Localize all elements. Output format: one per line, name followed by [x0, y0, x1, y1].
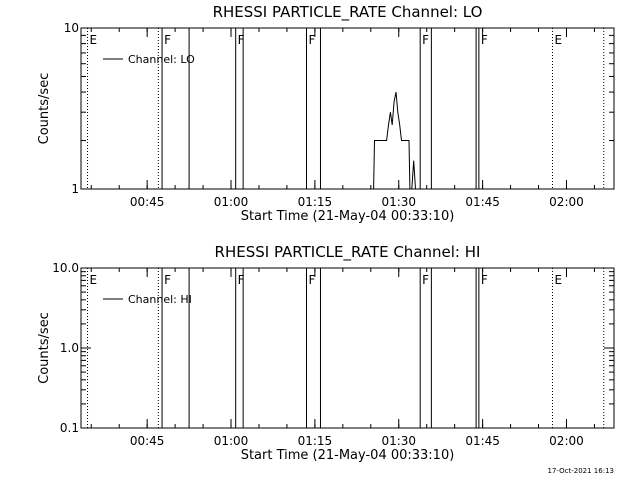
y-tick-label: 10: [64, 21, 79, 35]
flag-label: E: [90, 33, 98, 47]
flag-label: F: [481, 273, 488, 287]
y-tick-label: 10.0: [52, 261, 79, 275]
x-tick-label: 00:45: [130, 195, 165, 209]
flag-label: E: [555, 33, 563, 47]
y-tick-label: 0.1: [60, 421, 79, 435]
flag-label: F: [164, 273, 171, 287]
flag-label: F: [238, 273, 245, 287]
flag-label: F: [238, 33, 245, 47]
legend-label: Channel: LO: [128, 53, 195, 66]
panel-lo: RHESSI PARTICLE_RATE Channel: LO 1 10 Count…: [37, 3, 615, 224]
flag-label: E: [90, 273, 98, 287]
x-tick-label: 01:45: [465, 434, 500, 448]
plot-frame: [80, 267, 615, 429]
flag-label: E: [555, 273, 563, 287]
chart-title: RHESSI PARTICLE_RATE Channel: LO: [213, 3, 483, 22]
x-tick-label: 01:15: [298, 195, 333, 209]
x-tick-label: 01:30: [381, 434, 416, 448]
flag-label: F: [481, 33, 488, 47]
x-axis-label: Start Time (21-May-04 00:33:10): [241, 209, 455, 224]
x-tick-label: 01:00: [214, 434, 249, 448]
flag-label: F: [422, 273, 429, 287]
flag-label: F: [309, 33, 316, 47]
x-axis-label: Start Time (21-May-04 00:33:10): [241, 448, 455, 463]
y-axis-label: Counts/sec: [37, 312, 52, 384]
y-tick-label: 1: [71, 182, 79, 196]
x-tick-label: 02:00: [549, 434, 584, 448]
series-line: [373, 91, 416, 190]
flag-label: F: [309, 273, 316, 287]
x-tick-label: 00:45: [130, 434, 165, 448]
panel-hi: RHESSI PARTICLE_RATE Channel: HI 0.1 1.0 10…: [37, 243, 615, 463]
x-tick-label: 01:15: [298, 434, 333, 448]
y-tick-label: 1.0: [60, 341, 79, 355]
y-axis-label: Counts/sec: [37, 73, 52, 145]
x-tick-label: 01:30: [381, 195, 416, 209]
legend-label: Channel: HI: [128, 293, 192, 306]
flag-label: F: [164, 33, 171, 47]
x-tick-label: 02:00: [549, 195, 584, 209]
x-tick-label: 01:45: [465, 195, 500, 209]
plot-frame: [80, 27, 615, 190]
x-tick-label: 01:00: [214, 195, 249, 209]
flag-label: F: [422, 33, 429, 47]
footer-timestamp: 17-Oct-2021 16:13: [548, 467, 614, 475]
chart-title: RHESSI PARTICLE_RATE Channel: HI: [215, 243, 481, 262]
